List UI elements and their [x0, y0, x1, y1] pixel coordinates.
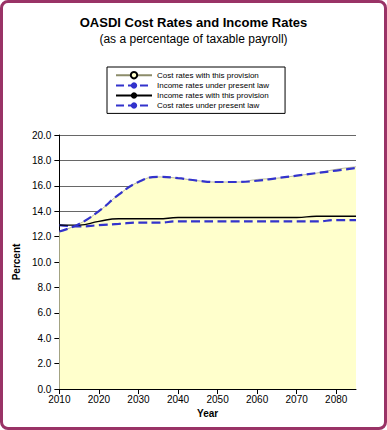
- svg-text:2050: 2050: [206, 394, 229, 405]
- svg-text:OASDI Cost Rates and Income Ra: OASDI Cost Rates and Income Rates: [80, 15, 308, 30]
- svg-text:12.0: 12.0: [32, 231, 52, 242]
- svg-text:2040: 2040: [167, 394, 190, 405]
- svg-text:Year: Year: [197, 408, 218, 419]
- svg-text:2.0: 2.0: [37, 358, 51, 369]
- svg-text:2010: 2010: [48, 394, 71, 405]
- svg-text:2030: 2030: [127, 394, 150, 405]
- svg-text:16.0: 16.0: [32, 180, 52, 191]
- svg-text:4.0: 4.0: [37, 333, 51, 344]
- svg-text:2080: 2080: [325, 394, 348, 405]
- svg-text:Income rates under present law: Income rates under present law: [157, 81, 269, 90]
- svg-text:0.0: 0.0: [37, 383, 52, 395]
- svg-text:Income rates with this provisi: Income rates with this provision: [157, 91, 269, 100]
- svg-text:10.0: 10.0: [32, 257, 52, 268]
- svg-text:20.0: 20.0: [32, 130, 52, 141]
- svg-text:8.0: 8.0: [37, 282, 51, 293]
- svg-text:Cost rates with this provision: Cost rates with this provision: [157, 71, 259, 80]
- svg-text:14.0: 14.0: [32, 206, 52, 217]
- svg-text:Percent: Percent: [11, 243, 22, 280]
- svg-text:2070: 2070: [286, 394, 309, 405]
- svg-text:(as a percentage of taxable pa: (as a percentage of taxable payroll): [99, 32, 287, 46]
- svg-text:2020: 2020: [88, 394, 111, 405]
- svg-text:18.0: 18.0: [32, 155, 52, 166]
- svg-text:6.0: 6.0: [37, 307, 51, 318]
- svg-text:2060: 2060: [246, 394, 269, 405]
- svg-text:Cost rates under present law: Cost rates under present law: [157, 101, 259, 110]
